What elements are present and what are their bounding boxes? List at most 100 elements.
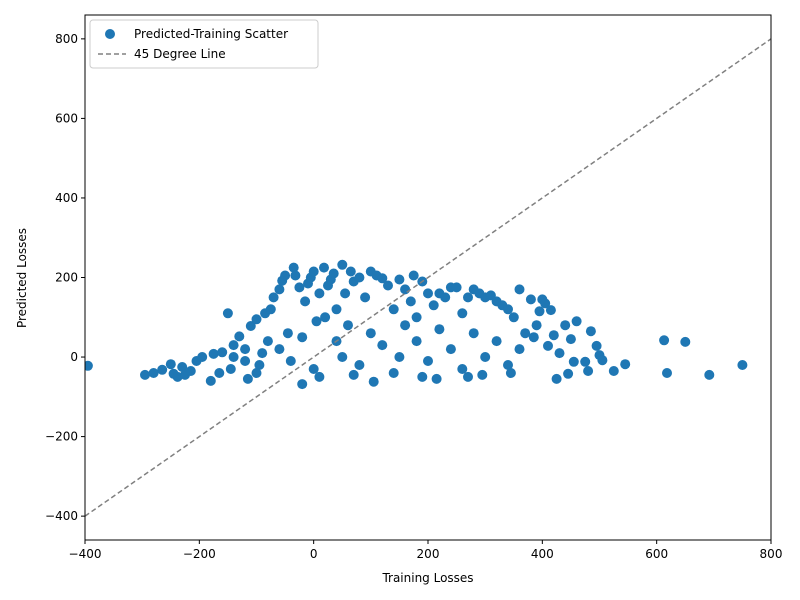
scatter-point [354,272,365,283]
scatter-point [251,368,262,378]
scatter-point [423,356,433,366]
scatter-point [360,292,371,303]
scatter-point [551,373,562,384]
x-tick-label: 800 [760,547,783,561]
scatter-point [434,324,445,335]
scatter-point [225,364,236,374]
x-tick-label: 0 [310,547,318,561]
scatter-point [514,344,525,355]
scatter-point [565,334,576,345]
scatter-point [411,336,422,347]
scatter-point [282,328,293,339]
y-tick-label: 0 [70,350,78,364]
scatter-point [85,360,93,371]
scatter-point [294,282,305,293]
scatter-point [140,369,150,380]
scatter-point [208,348,219,359]
scatter-point [428,300,439,311]
scatter-point [274,344,285,355]
scatter-point [514,284,525,295]
scatter-point [440,292,451,303]
scatter-point [540,298,551,309]
legend-label-scatter: Predicted-Training Scatter [134,27,288,41]
scatter-point [177,362,188,372]
scatter-point [345,266,356,277]
scatter-point [431,373,442,384]
scatter-point [457,364,468,374]
y-tick-label: 200 [55,271,78,285]
y-tick-label: 600 [55,111,78,125]
scatter-point [365,328,376,339]
scatter-point [148,368,159,378]
scatter-point [568,356,579,367]
scatter-point [480,352,491,362]
scatter-point [394,274,405,285]
scatter-point [585,326,596,337]
x-tick-label: 200 [417,547,440,561]
x-tick-label: −200 [183,547,216,561]
scatter-point [205,375,216,386]
scatter-point [368,376,379,387]
scatter-point [288,262,299,273]
scatter-point [545,305,556,316]
scatter-point [222,308,233,319]
scatter-point [525,294,536,305]
y-tick-label: 400 [55,191,78,205]
scatter-point [405,296,416,307]
scatter-point [348,369,359,380]
scatter-point [300,296,311,307]
scatter-point [463,292,473,303]
y-axis-label: Predicted Losses [15,228,29,328]
scatter-point [591,340,602,351]
scatter-point [290,270,301,281]
scatter-point [240,356,251,366]
scatter-point [608,366,619,376]
x-axis: −400 −200 0 200 400 600 800 [69,540,783,561]
scatter-point [563,368,574,379]
scatter-point [388,368,399,378]
scatter-point [457,308,468,319]
scatter-point [157,364,168,375]
scatter-point [423,288,433,299]
scatter-point [620,359,631,370]
scatter-point [503,304,513,315]
scatter-point [534,306,545,317]
scatter-point [251,314,262,325]
scatter-point [185,366,196,376]
x-tick-label: −400 [69,547,102,561]
y-tick-label: −200 [45,430,78,444]
scatter-point [408,270,419,281]
scatter-point [308,266,319,277]
scatter-point [328,268,339,279]
scatter-point [377,273,388,284]
x-tick-label: 400 [531,547,554,561]
scatter-point [554,348,565,359]
scatter-point [297,332,308,343]
scatter-point [165,359,176,370]
legend: Predicted-Training Scatter 45 Degree Lin… [89,19,319,69]
scatter-point [340,288,351,299]
scatter-point [583,366,594,376]
scatter-point [245,321,256,331]
x-tick-label: 600 [645,547,668,561]
scatter-point [491,336,502,347]
legend-box [89,19,319,69]
scatter-point [411,312,422,323]
scatter-point [451,282,462,293]
scatter-point [337,352,348,362]
scatter-point [737,360,748,370]
scatter-point [254,360,265,370]
scatter-point [477,369,488,380]
scatter-point [388,304,399,315]
scatter-point [354,360,365,370]
scatter-point [400,320,411,331]
scatter-point [274,284,285,295]
scatter-point [377,340,388,351]
scatter-point [214,368,225,378]
scatter-point [508,312,519,323]
scatter-point [503,360,513,370]
scatter-point [580,356,591,367]
scatter-point [314,288,325,299]
